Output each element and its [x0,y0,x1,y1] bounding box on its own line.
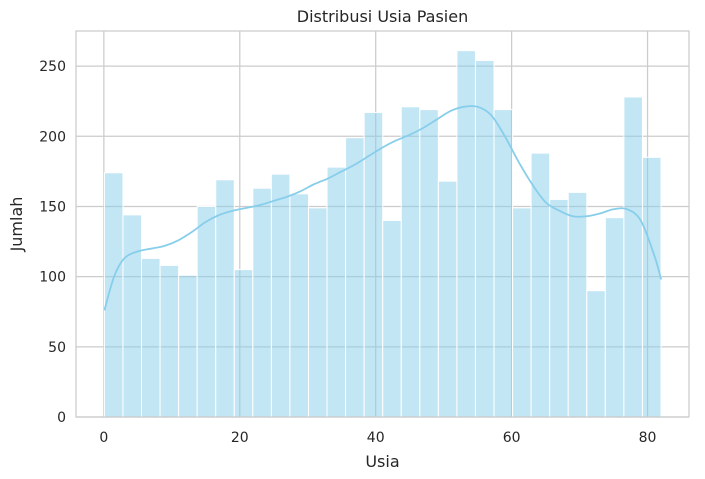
x-tick-label: 60 [503,430,521,446]
histogram-bar [233,269,254,418]
chart-title: Distribusi Usia Pasien [297,7,468,26]
histogram-bar [400,106,421,418]
histogram-bar [493,109,514,418]
histogram-bar [641,156,662,418]
histogram-bar [567,191,588,418]
histogram-bar [307,207,328,418]
y-axis-title: Jumlah [7,197,26,253]
x-axis-ticks: 0 20 40 60 80 [99,430,656,446]
y-tick-label: 0 [57,410,66,426]
y-tick-label: 150 [39,199,66,215]
y-axis-ticks: 0 50 100 150 200 250 [39,59,66,426]
histogram-bar [289,193,309,418]
histogram-bar [122,214,143,418]
histogram-bar [512,207,532,418]
histogram-bar [196,205,217,418]
histogram-bar [103,172,124,418]
x-tick-label: 80 [639,430,657,446]
histogram-bar [604,217,625,418]
histogram-bar [623,96,643,418]
x-tick-label: 40 [367,430,385,446]
x-tick-label: 0 [99,430,108,446]
y-tick-label: 200 [39,129,66,145]
histogram-bar [270,173,291,418]
histogram-bar [252,187,272,418]
y-tick-label: 250 [39,59,66,75]
histogram-bar [437,180,458,418]
x-axis-title: Usia [365,452,399,471]
histogram-bar [326,166,347,418]
x-tick-label: 20 [231,430,249,446]
kde-curve [103,105,663,311]
histogram-bar [530,152,551,418]
histogram-bar [419,109,439,418]
y-tick-label: 50 [48,340,66,356]
histogram-bar [345,137,365,418]
histogram-bar [586,290,606,418]
histogram-bar [141,257,161,418]
plot-area-frame [75,30,690,418]
y-tick-label: 100 [39,270,66,286]
histogram-bar [159,264,180,418]
histogram-bar [549,198,569,418]
histogram-bar [382,219,402,418]
histogram-bar [178,274,198,418]
kde-line [103,105,663,311]
